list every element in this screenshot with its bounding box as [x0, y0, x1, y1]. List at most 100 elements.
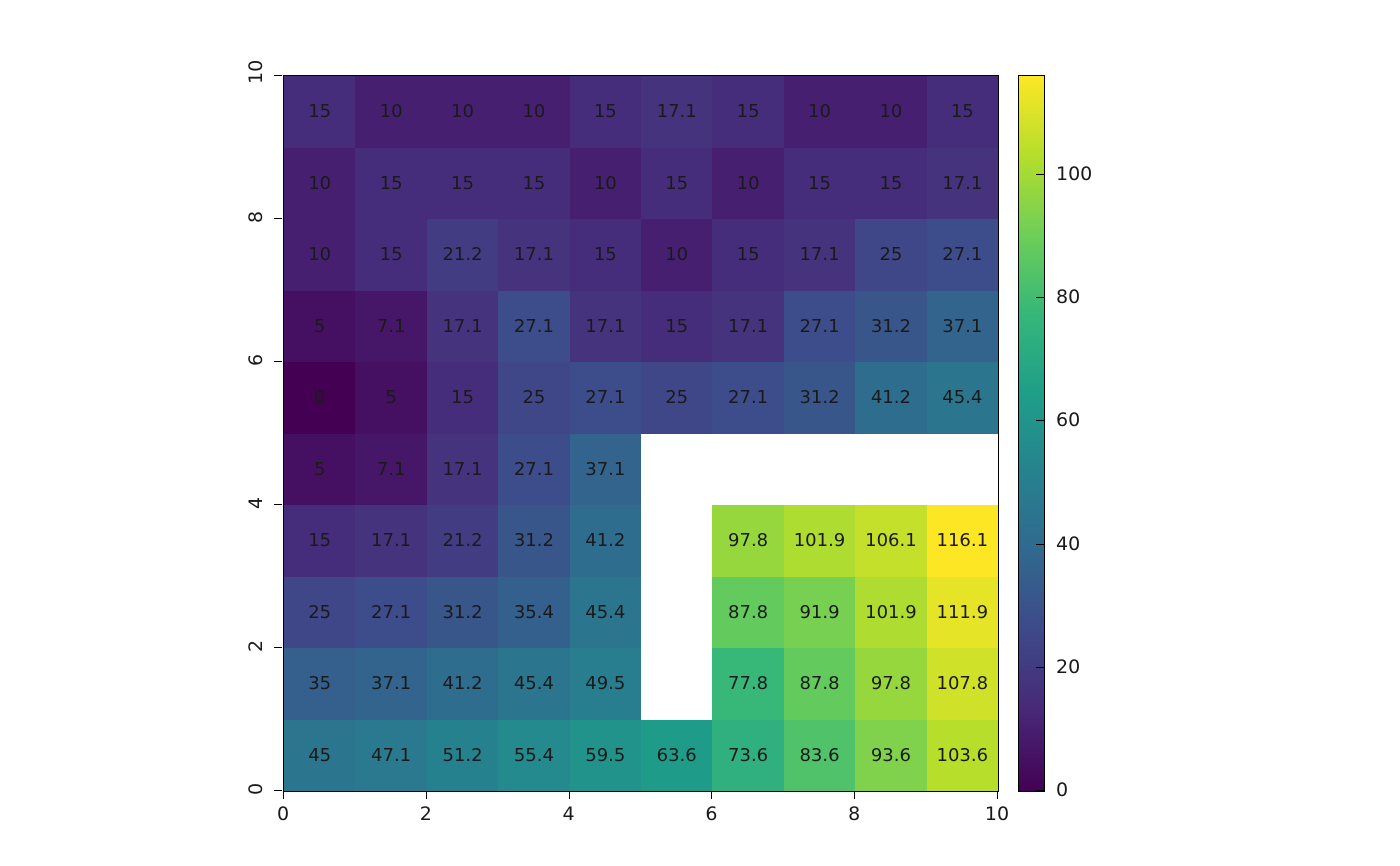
- heatmap-cell: 103.6: [926, 719, 998, 791]
- heatmap-cell: 106.1: [855, 505, 927, 577]
- heatmap-cell: 35: [284, 648, 356, 720]
- colorbar-tick-label: 100: [1056, 163, 1093, 186]
- y-axis-tick: [274, 647, 282, 648]
- heatmap-cell: 27.1: [783, 290, 856, 362]
- heatmap-grid: 15 10 10 10 15 17.1 15 10 10 15 10 15 15 15 10 15 10 15 15…: [284, 76, 998, 791]
- x-axis-tick: [568, 791, 570, 799]
- x-axis-tick-label: 10: [984, 803, 1010, 825]
- heatmap-cell: 37.1: [926, 290, 998, 362]
- y-axis-tick: [274, 218, 282, 219]
- x-axis-tick-label: 8: [848, 803, 861, 825]
- heatmap-cell: 116.1: [926, 505, 998, 577]
- colorbar-tick-label: 80: [1056, 286, 1081, 309]
- heatmap-cell: 15: [783, 147, 856, 219]
- heatmap-cell: [855, 433, 927, 505]
- heatmap-cell: 101.9: [855, 576, 927, 648]
- colorbar-tick-label: 0: [1056, 779, 1069, 801]
- heatmap-cell: 10: [712, 147, 784, 219]
- y-axis-tick-label: 8: [245, 210, 267, 224]
- colorbar-tick: [1036, 790, 1045, 791]
- x-axis-tick: [997, 791, 998, 799]
- heatmap-cell: 101.9: [783, 505, 856, 577]
- y-axis-tick-label: 4: [245, 496, 267, 510]
- heatmap-cell: 27.1: [712, 362, 784, 434]
- heatmap-cell: 27.1: [569, 362, 641, 434]
- heatmap-cell: 15: [284, 505, 356, 577]
- heatmap-cell: 25: [498, 362, 570, 434]
- heatmap-cell: 10: [783, 76, 856, 148]
- heatmap-cell: 59.5: [569, 719, 641, 791]
- heatmap-cell: 87.8: [712, 576, 784, 648]
- x-axis-tick: [711, 791, 713, 799]
- heatmap-cell: 55.4: [498, 719, 570, 791]
- heatmap-cell: 35.4: [498, 576, 570, 648]
- heatmap-cell: 45: [284, 719, 356, 791]
- colorbar: [1018, 75, 1045, 792]
- colorbar-tick-label: 40: [1056, 532, 1081, 555]
- heatmap-cell: 10: [284, 147, 356, 219]
- heatmap-cell: 45.4: [498, 648, 570, 720]
- heatmap-cell: 7.1: [355, 290, 427, 362]
- heatmap-cell: 15: [569, 76, 641, 148]
- heatmap-cell: 91.9: [783, 576, 856, 648]
- colorbar-tick-label: 20: [1056, 655, 1081, 678]
- heatmap-cell: 27.1: [926, 219, 998, 291]
- heatmap-cell: 45.4: [926, 362, 998, 434]
- x-axis-tick-label: 4: [562, 803, 575, 825]
- heatmap-cell: 17.1: [498, 219, 570, 291]
- x-axis-tick-label: 6: [705, 803, 718, 825]
- heatmap-cell: 93.6: [855, 719, 927, 791]
- heatmap-cell: 37.1: [355, 648, 427, 720]
- heatmap-cell: 10: [426, 76, 499, 148]
- y-axis-tick: [274, 361, 282, 362]
- heatmap-cell: 15: [426, 147, 499, 219]
- heatmap-cell: 17.1: [426, 290, 499, 362]
- heatmap-cell: 63.6: [641, 719, 713, 791]
- heatmap-cell: 10: [284, 219, 356, 291]
- colorbar-tick-label: 60: [1056, 409, 1081, 432]
- heatmap-cell: [641, 576, 713, 648]
- heatmap-cell: 15: [284, 76, 356, 148]
- x-axis-tick: [283, 791, 284, 799]
- heatmap-cell: 15: [498, 147, 570, 219]
- heatmap-cell: [783, 433, 856, 505]
- heatmap-cell: 10: [498, 76, 570, 148]
- x-axis-tick-label: 0: [276, 803, 290, 825]
- heatmap-cell: 17.1: [712, 290, 784, 362]
- heatmap-cell: 73.6: [712, 719, 784, 791]
- heatmap-cell: 17.1: [569, 290, 641, 362]
- heatmap-plot: 15 10 10 10 15 17.1 15 10 10 15 10 15 15 15 10 15 10 15 15…: [283, 75, 999, 792]
- y-axis-tick: [274, 790, 282, 791]
- colorbar-tick: [1036, 543, 1045, 545]
- heatmap-cell: 5: [355, 362, 427, 434]
- heatmap-cell: 77.8: [712, 648, 784, 720]
- heatmap-cell: 49.5: [569, 648, 641, 720]
- y-axis-tick: [274, 504, 282, 505]
- heatmap-cell: 5: [284, 290, 356, 362]
- y-axis-tick-label: 10: [245, 59, 267, 84]
- heatmap-cell: 87.8: [783, 648, 856, 720]
- heatmap-cell: [712, 433, 784, 505]
- heatmap-cell: 15: [355, 219, 427, 291]
- y-axis-tick-label: 6: [245, 353, 267, 367]
- heatmap-cell: 27.1: [355, 576, 427, 648]
- heatmap-cell: 10: [569, 147, 641, 219]
- colorbar-tick: [1036, 174, 1045, 176]
- y-axis-tick: [274, 75, 282, 76]
- heatmap-cell: 41.2: [855, 362, 927, 434]
- heatmap-cell: 17.1: [926, 147, 998, 219]
- heatmap-cell: 10: [355, 76, 427, 148]
- heatmap-cell: 41.2: [569, 505, 641, 577]
- x-axis-tick: [425, 791, 427, 799]
- x-axis-tick-label: 2: [419, 803, 432, 825]
- heatmap-cell: 107.8: [926, 648, 998, 720]
- heatmap-cell: 27.1: [498, 290, 570, 362]
- heatmap-cell: 25: [641, 362, 713, 434]
- heatmap-cell: 97.8: [712, 505, 784, 577]
- heatmap-cell: 15: [712, 76, 784, 148]
- heatmap-cell: 21.2: [426, 505, 499, 577]
- heatmap-cell: 47.1: [355, 719, 427, 791]
- heatmap-cell: 5: [284, 433, 356, 505]
- heatmap-cell: 17.1: [641, 76, 713, 148]
- heatmap-cell: 37.1: [569, 433, 641, 505]
